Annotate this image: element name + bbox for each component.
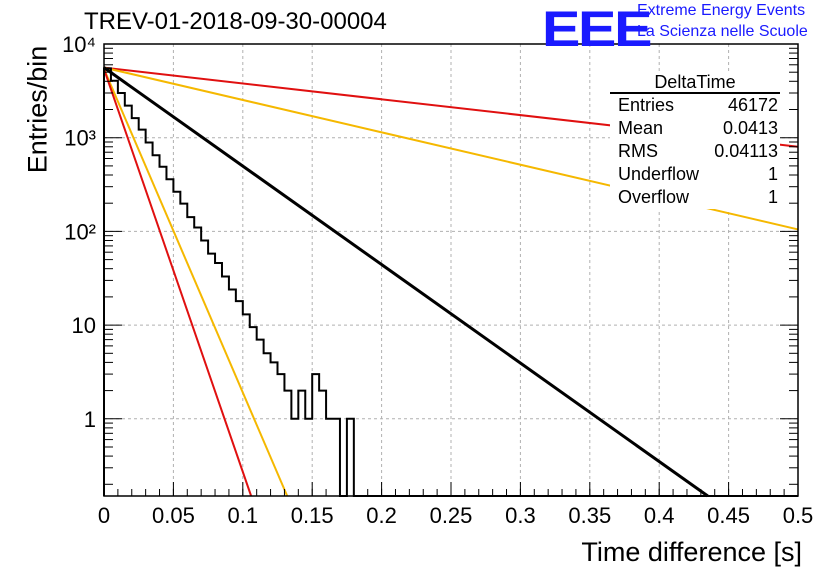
x-tick-label: 0.4 [644, 503, 675, 528]
stats-value: 1 [767, 187, 778, 207]
y-tick-label: 10 [72, 313, 96, 338]
x-tick-label: 0.45 [707, 503, 750, 528]
x-axis-label: Time difference [s] [581, 537, 802, 567]
stats-value: 46172 [727, 95, 778, 115]
y-tick-label: 10⁴ [62, 32, 96, 57]
stats-value: 0.04113 [714, 141, 778, 161]
logo-caption-1: Extreme Energy Events [637, 2, 806, 19]
stats-value: 0.0413 [722, 118, 778, 138]
x-tick-label: 0.05 [152, 503, 195, 528]
y-axis: 1 10 10² 10³ 10⁴ [62, 32, 798, 485]
x-tick-label: 0.35 [568, 503, 611, 528]
stats-row: Mean 0.0413 [610, 117, 780, 140]
chart-title: TREV-01-2018-09-30-00004 [84, 8, 387, 35]
stats-box: DeltaTime Entries 46172 Mean 0.0413 RMS … [610, 72, 780, 209]
x-tick-label: 0.1 [228, 503, 259, 528]
x-tick-label: 0 [98, 503, 110, 528]
stats-label: Overflow [618, 187, 690, 207]
stats-row: Entries 46172 [610, 94, 780, 117]
stats-label: Underflow [618, 164, 700, 184]
x-axis: 0 0.05 0.1 0.15 0.2 0.25 0.3 0.35 0.4 0.45 0.5 [98, 482, 813, 528]
y-axis-label: Entries/bin [22, 45, 53, 174]
stats-value: 1 [767, 164, 778, 184]
stats-label: RMS [618, 141, 658, 161]
eee-logo: EEE [542, 1, 652, 57]
x-tick-label: 0.15 [291, 503, 334, 528]
logo-caption-2: La Scienza nelle Scuole [637, 23, 808, 40]
x-tick-label: 0.3 [505, 503, 536, 528]
stats-row: RMS 0.04113 [610, 140, 780, 163]
stats-row: Overflow 1 [610, 186, 780, 209]
x-tick-label: 0.2 [366, 503, 397, 528]
stats-title: DeltaTime [610, 72, 780, 94]
x-tick-label: 0.25 [430, 503, 473, 528]
red-curve [103, 68, 253, 497]
stats-label: Entries [618, 95, 675, 115]
y-tick-label: 10³ [64, 126, 96, 151]
fit-line [103, 66, 709, 498]
x-tick-label: 0.5 [783, 503, 814, 528]
orange-curve [103, 68, 289, 497]
y-tick-label: 1 [84, 407, 96, 432]
stats-row: Underflow 1 [610, 163, 780, 186]
stats-label: Mean [618, 118, 664, 138]
y-tick-label: 10² [64, 219, 96, 244]
